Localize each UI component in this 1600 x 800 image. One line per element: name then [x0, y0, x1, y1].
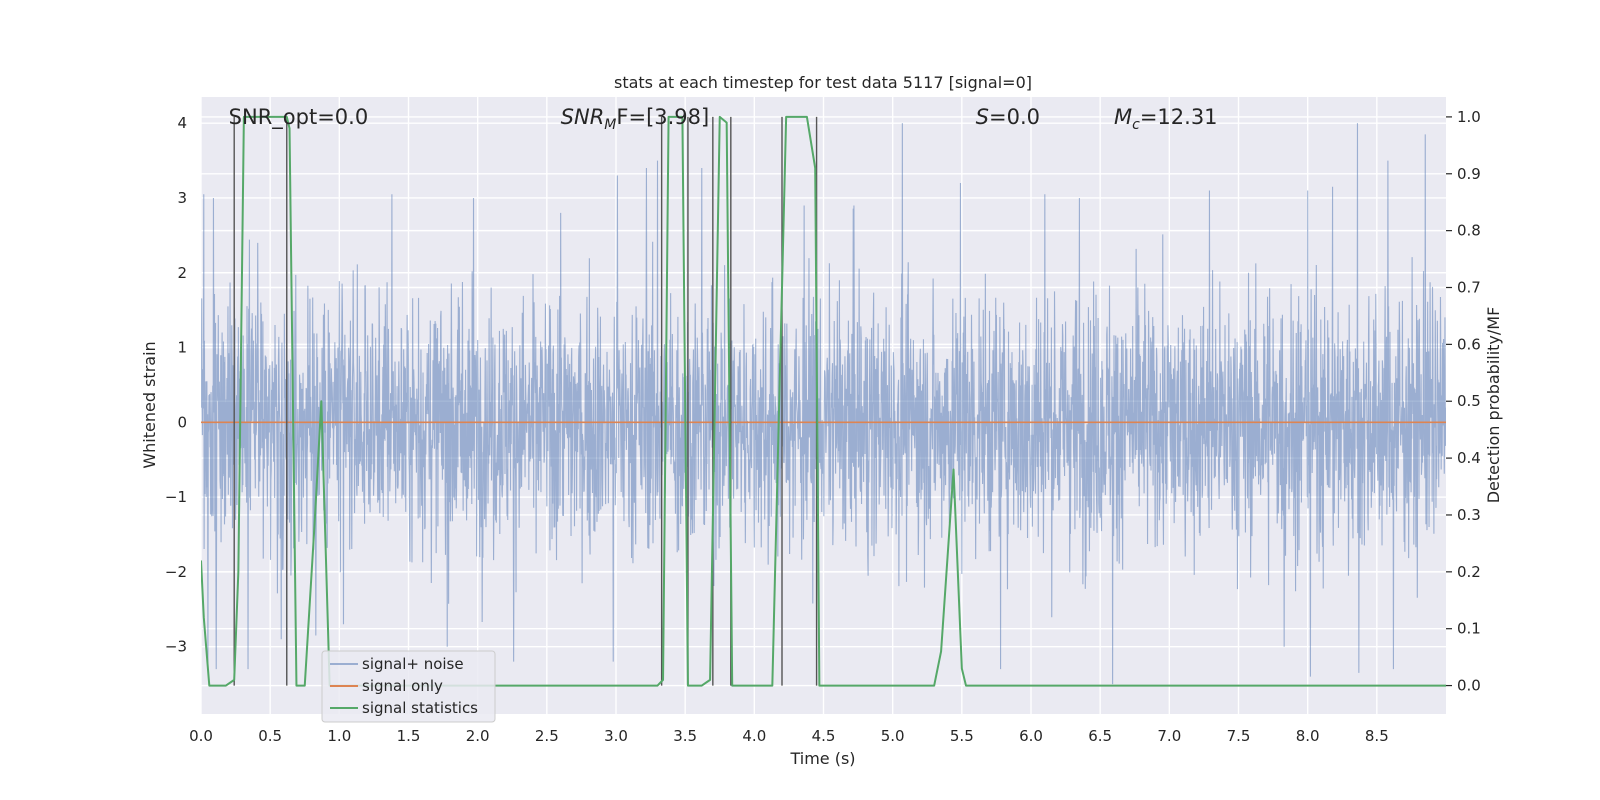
x-tick-label-0: 0.0	[189, 727, 213, 745]
y-left-tick-label-1: 3	[177, 189, 187, 207]
y-right-tick-label-4: 0.6	[1457, 335, 1481, 353]
x-tick-label-12: 6.0	[1019, 727, 1043, 745]
legend-label-signal-noise: signal+ noise	[362, 655, 464, 673]
x-tick-label-11: 5.5	[950, 727, 974, 745]
y-right-tick-label-5: 0.5	[1457, 392, 1481, 410]
x-tick-label-14: 7.0	[1157, 727, 1181, 745]
x-tick-label-17: 8.5	[1365, 727, 1389, 745]
x-axis-label: Time (s)	[789, 749, 855, 768]
x-tick-label-5: 2.5	[535, 727, 559, 745]
x-tick-label-9: 4.5	[812, 727, 836, 745]
x-tick-label-13: 6.5	[1088, 727, 1112, 745]
x-tick-label-1: 0.5	[258, 727, 282, 745]
y-left-tick-label-3: 1	[177, 339, 187, 357]
x-tick-label-2: 1.0	[327, 727, 351, 745]
y-right-tick-label-3: 0.7	[1457, 279, 1481, 297]
signal-noise-trace	[201, 123, 1446, 685]
y-right-axis-ticks: 1.0 0.9 0.8 0.7 0.6 0.5 0.4 0.3 0.2 0.1 0.0	[1446, 108, 1481, 695]
y-right-tick-label-8: 0.2	[1457, 563, 1481, 581]
signal-statistics-line	[201, 115, 1446, 687]
y-left-axis-ticks: 4 3 2 1 0 −1 −2 −3	[165, 114, 187, 656]
y-left-tick-label-0: 4	[177, 114, 187, 132]
y-left-tick-label-4: 0	[177, 413, 187, 431]
x-axis-ticks: 0.0 0.5 1.0 1.5 2.0 2.5 3.0 3.5 4.0 4.5 5.0 5.5 6.0 6…	[189, 727, 1389, 745]
y-left-tick-label-2: 2	[177, 264, 187, 282]
annotations: SNR_opt=0.0 SNRMF=[3.98] S=0.0 Mc=12.31	[229, 105, 1218, 133]
x-tick-label-3: 1.5	[397, 727, 421, 745]
series-signal-statistics	[201, 115, 1446, 687]
x-tick-label-10: 5.0	[881, 727, 905, 745]
legend: signal+ noise signal only signal statist…	[321, 650, 496, 723]
y-right-tick-label-7: 0.3	[1457, 506, 1481, 524]
y-right-tick-label-6: 0.4	[1457, 449, 1481, 467]
y-left-tick-label-6: −2	[165, 563, 187, 581]
annotation-0: SNR_opt=0.0	[229, 105, 369, 130]
x-tick-label-16: 8.0	[1296, 727, 1320, 745]
series-signal-noise	[201, 123, 1446, 685]
legend-label-signal-only: signal only	[362, 677, 443, 695]
legend-frame	[321, 650, 496, 723]
x-tick-label-15: 7.5	[1227, 727, 1251, 745]
y-right-tick-label-9: 0.1	[1457, 620, 1481, 638]
y-right-axis-label: Detection probability/MF	[1484, 307, 1503, 504]
annotation-2: S=0.0	[976, 105, 1040, 129]
legend-label-signal-statistics: signal statistics	[362, 699, 478, 717]
y-right-tick-label-1: 0.9	[1457, 165, 1481, 183]
y-left-axis-label: Whitened strain	[140, 341, 159, 468]
x-tick-label-8: 4.0	[742, 727, 766, 745]
y-right-tick-label-2: 0.8	[1457, 222, 1481, 240]
x-tick-label-4: 2.0	[466, 727, 490, 745]
threshold-lines	[233, 116, 818, 686]
x-tick-label-7: 3.5	[673, 727, 697, 745]
y-right-tick-label-0: 1.0	[1457, 108, 1481, 126]
y-right-tick-label-10: 0.0	[1457, 677, 1481, 695]
annotation-1: SNRMF=[3.98]	[561, 105, 710, 133]
y-left-tick-label-7: −3	[165, 638, 187, 656]
x-tick-label-6: 3.0	[604, 727, 628, 745]
y-left-tick-label-5: −1	[165, 488, 187, 506]
annotation-3: Mc=12.31	[1114, 105, 1218, 133]
chart-title: stats at each timestep for test data 511…	[614, 73, 1032, 92]
